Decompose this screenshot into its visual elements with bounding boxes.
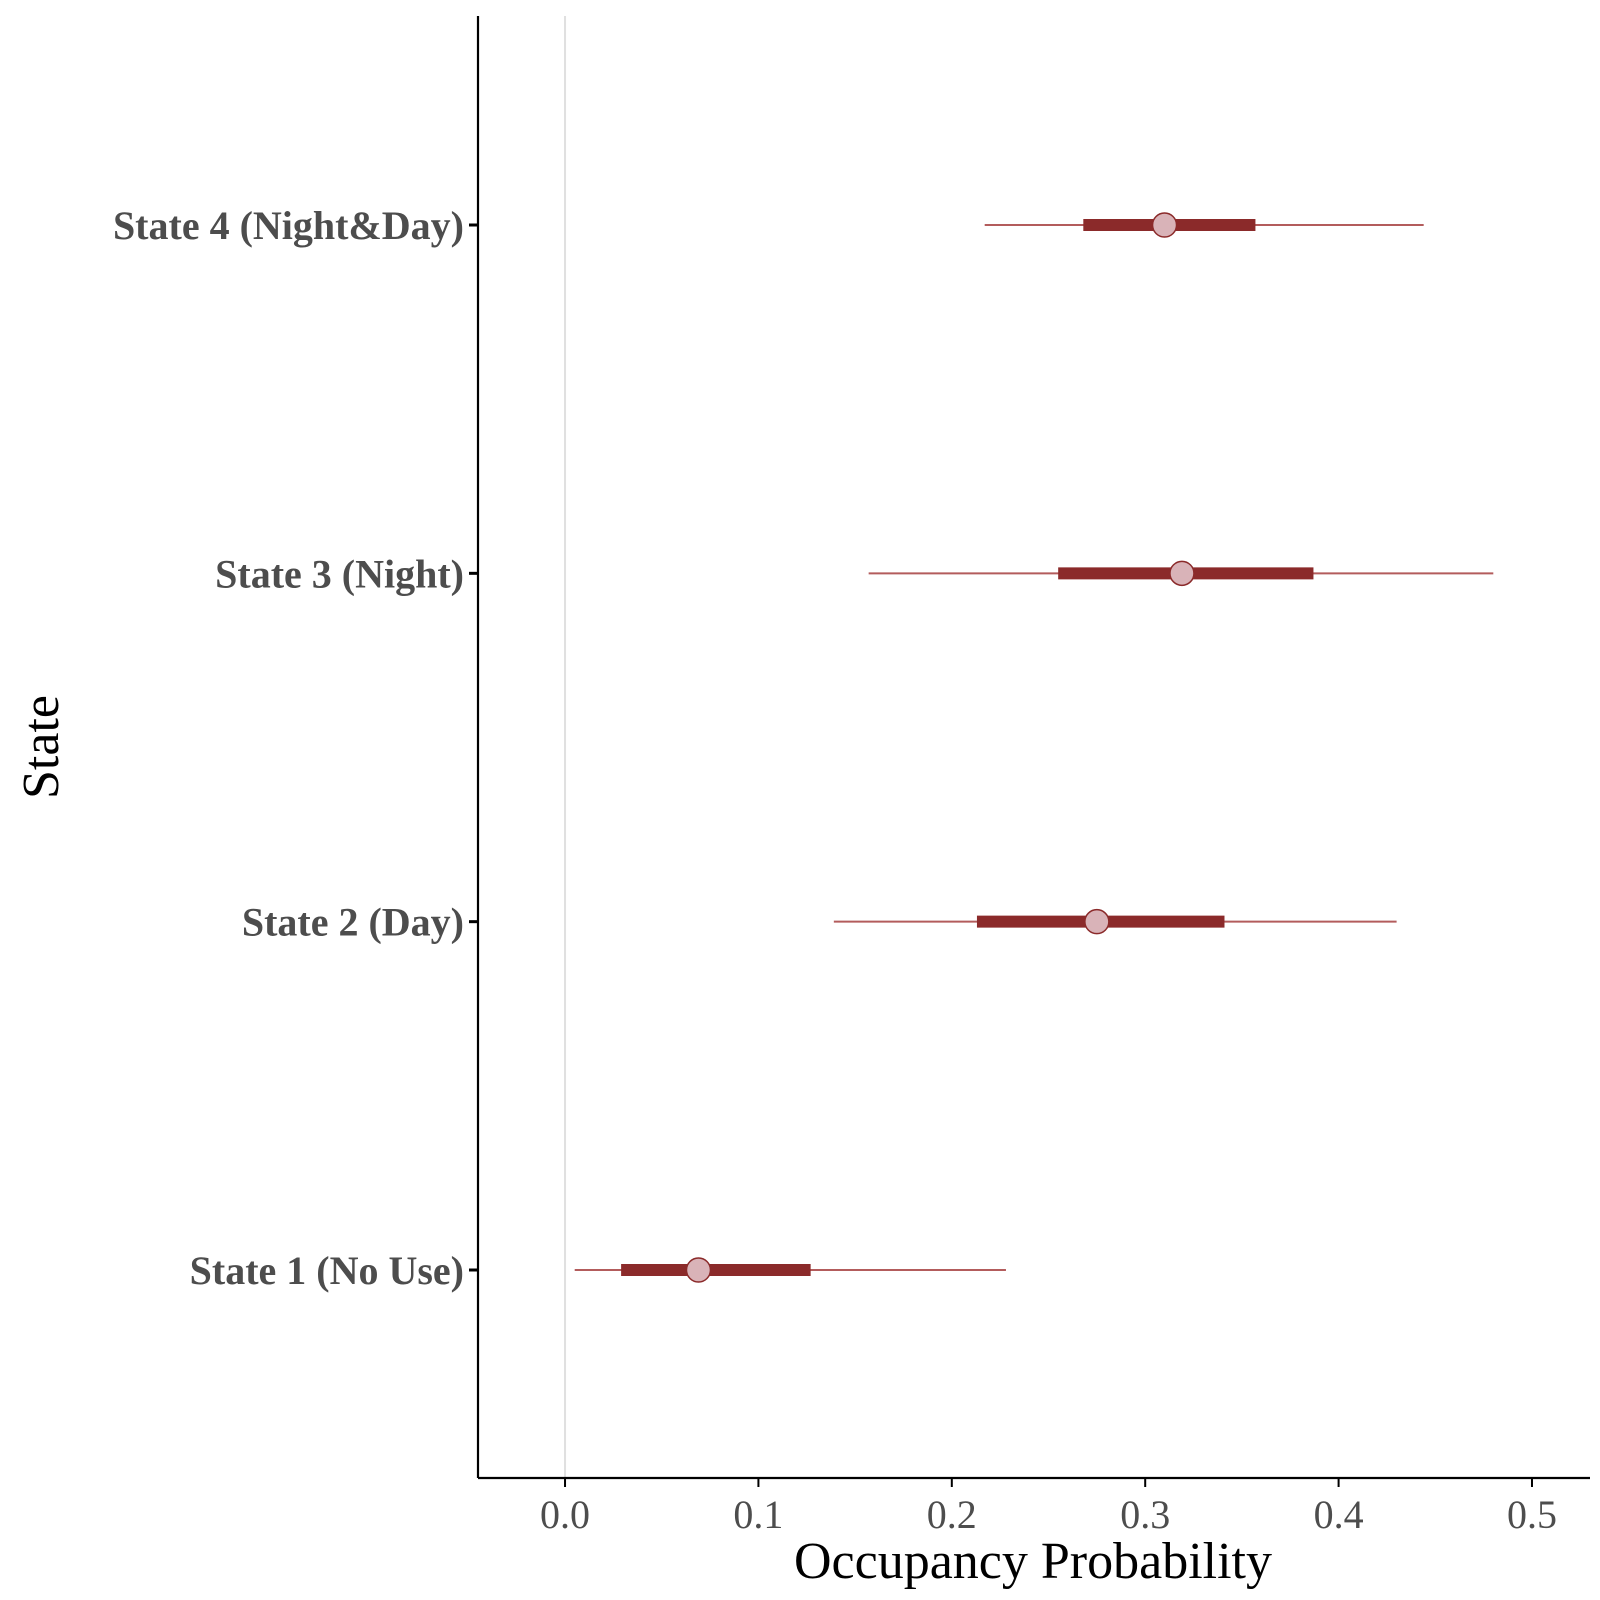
- x-tick-label: 0.5: [1507, 1492, 1557, 1537]
- state-2-point-estimate: [1084, 908, 1110, 935]
- intervals: [574, 212, 1494, 1283]
- x-axis-title: Occupancy Probability: [794, 1533, 1272, 1590]
- state-4-point-estimate: [1151, 212, 1178, 238]
- state-1-tick-label: State 1 (No Use): [190, 1248, 464, 1293]
- x-tick-label: 0.1: [733, 1492, 783, 1537]
- state-2-tick-label: State 2 (Day): [242, 900, 464, 945]
- state-4-tick-label: State 4 (Night&Day): [113, 203, 464, 248]
- y-ticks: State 4 (Night&Day) State 3 (Night) State …: [113, 203, 478, 1293]
- x-tick-label: 0.3: [1120, 1492, 1170, 1537]
- y-axis-title: State: [13, 695, 70, 799]
- state-3-tick-label: State 3 (Night): [215, 551, 464, 596]
- x-ticks: 0.0 0.1 0.2 0.3 0.4 0.5: [540, 1478, 1557, 1537]
- x-tick-label: 0.0: [540, 1492, 590, 1537]
- state-3-point-estimate: [1169, 560, 1195, 587]
- x-tick-label: 0.2: [927, 1492, 977, 1537]
- state-1-point-estimate: [685, 1257, 712, 1283]
- x-tick-label: 0.4: [1314, 1492, 1364, 1537]
